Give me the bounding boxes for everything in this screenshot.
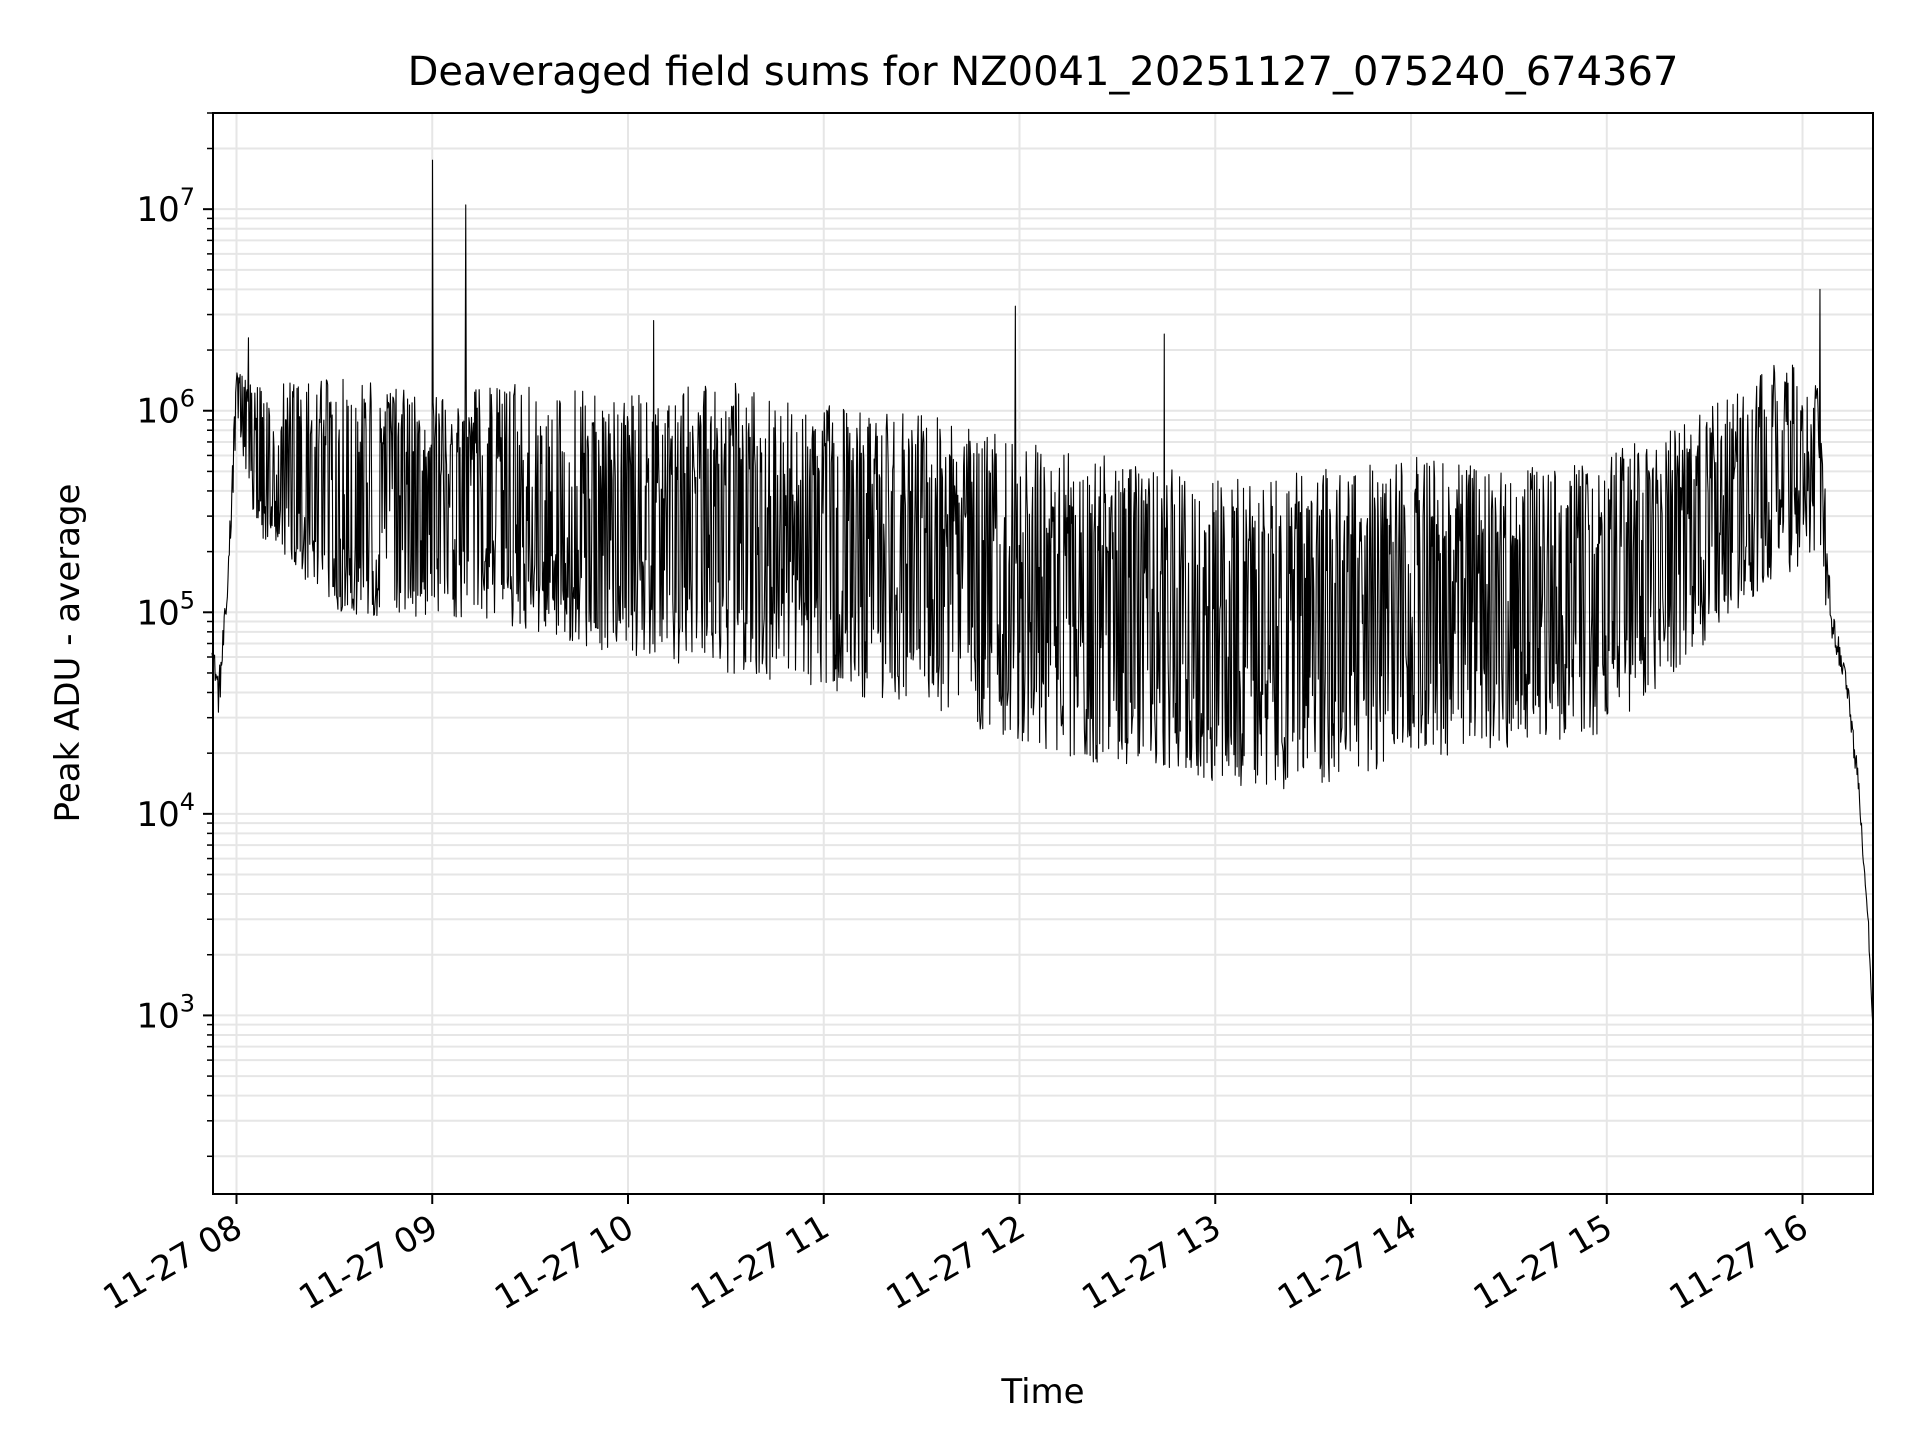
plot-frame: [212, 112, 1874, 1195]
series-line: [211, 159, 1874, 1028]
y-tick-label: 104: [136, 788, 195, 835]
y-tick-label: 103: [136, 989, 195, 1036]
y-tick-label: 106: [136, 385, 195, 432]
y-tick-label: 105: [136, 586, 195, 633]
y-axis-label: Peak ADU - average: [48, 484, 88, 823]
y-tick-label: 107: [136, 183, 195, 230]
chart-title: Deaveraged field sums for NZ0041_2025112…: [408, 49, 1679, 95]
y-axis: 103 104 105 106 107: [136, 112, 213, 1158]
data-series: [211, 159, 1874, 1028]
x-axis-label: Time: [1000, 1372, 1084, 1412]
